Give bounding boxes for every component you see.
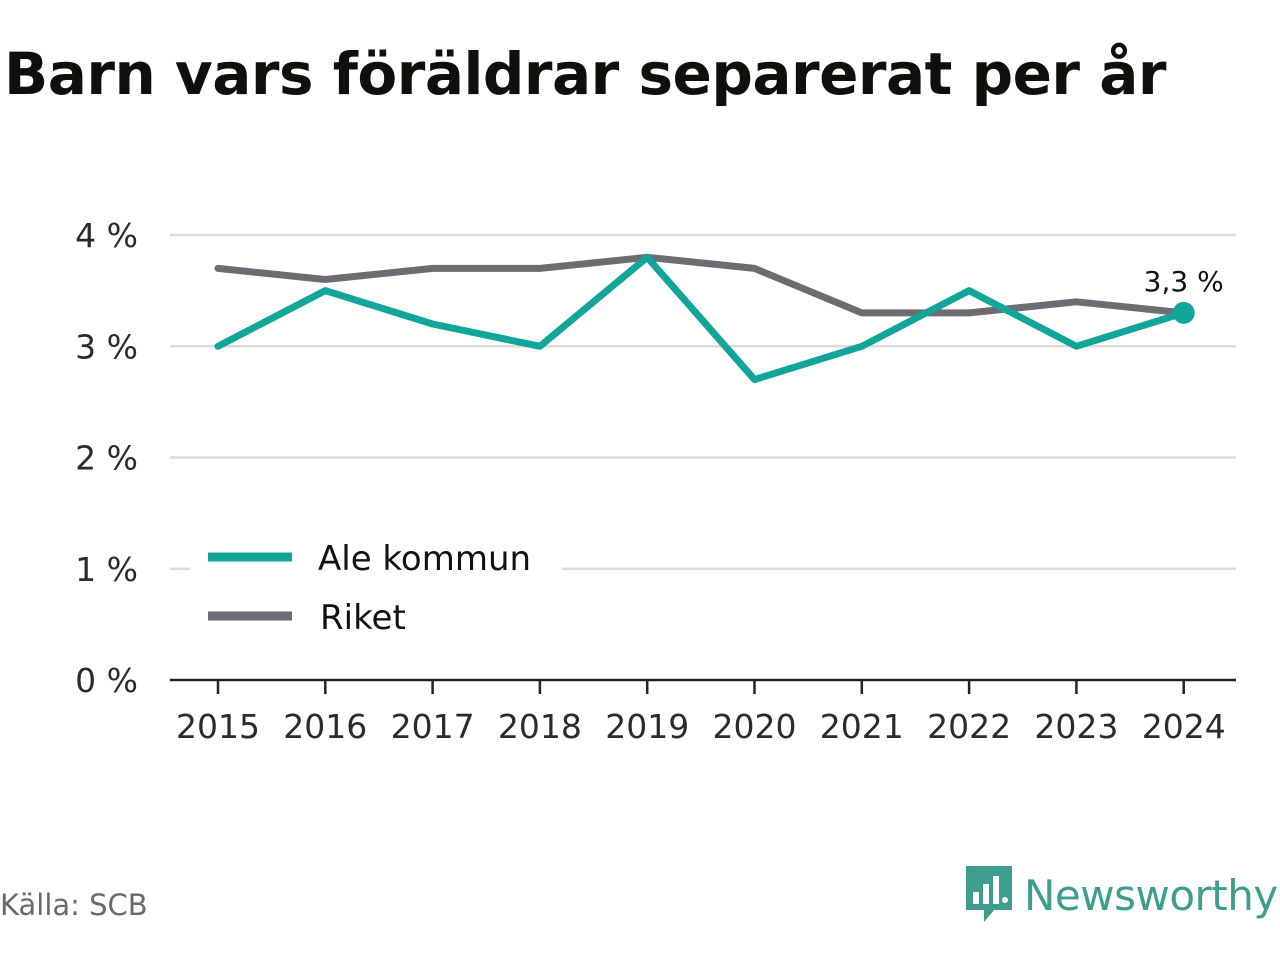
x-tick-label: 2021 xyxy=(820,707,904,746)
x-tick-label: 2024 xyxy=(1142,707,1226,746)
newsworthy-logo: Newsworthy xyxy=(964,864,1278,926)
chart-title: Barn vars föräldrar separerat per år xyxy=(4,40,1166,108)
y-tick-label: 4 % xyxy=(75,216,138,255)
y-tick-label: 2 % xyxy=(75,439,138,478)
x-axis: 2015 2016 2017 2018 2019 2020 2021 2022 2023 2024 xyxy=(170,678,1236,746)
y-tick-label: 0 % xyxy=(75,661,138,700)
x-tick-label: 2020 xyxy=(713,707,797,746)
x-tick-label: 2016 xyxy=(283,707,367,746)
x-tick-label: 2022 xyxy=(927,707,1011,746)
y-tick-label: 3 % xyxy=(75,327,138,366)
newsworthy-logo-text: Newsworthy xyxy=(1024,870,1278,920)
end-point-dot xyxy=(1172,301,1195,324)
x-tick-label: 2017 xyxy=(391,707,475,746)
x-tick-label: 2023 xyxy=(1034,707,1118,746)
source-note: Källa: SCB xyxy=(0,888,148,922)
x-tick-label: 2015 xyxy=(176,707,260,746)
y-tick-label: 1 % xyxy=(75,550,138,589)
legend-label-ale: Ale kommun xyxy=(318,539,531,579)
y-axis-ticks: 0 % 1 % 2 % 3 % 4 % xyxy=(75,216,138,700)
newsworthy-logo-icon xyxy=(966,866,1012,922)
series-line-riket xyxy=(214,253,1188,317)
x-tick-label: 2019 xyxy=(605,707,689,746)
series-lines xyxy=(214,253,1188,384)
legend: Ale kommun Riket xyxy=(208,539,531,638)
end-point-marker: 3,3 % xyxy=(1144,265,1224,324)
x-tick-label: 2018 xyxy=(498,707,582,746)
series-line-ale xyxy=(214,253,1188,384)
legend-label-riket: Riket xyxy=(320,598,406,638)
legend-background xyxy=(190,525,562,650)
gridlines xyxy=(170,233,1236,570)
end-point-label: 3,3 % xyxy=(1144,265,1224,298)
